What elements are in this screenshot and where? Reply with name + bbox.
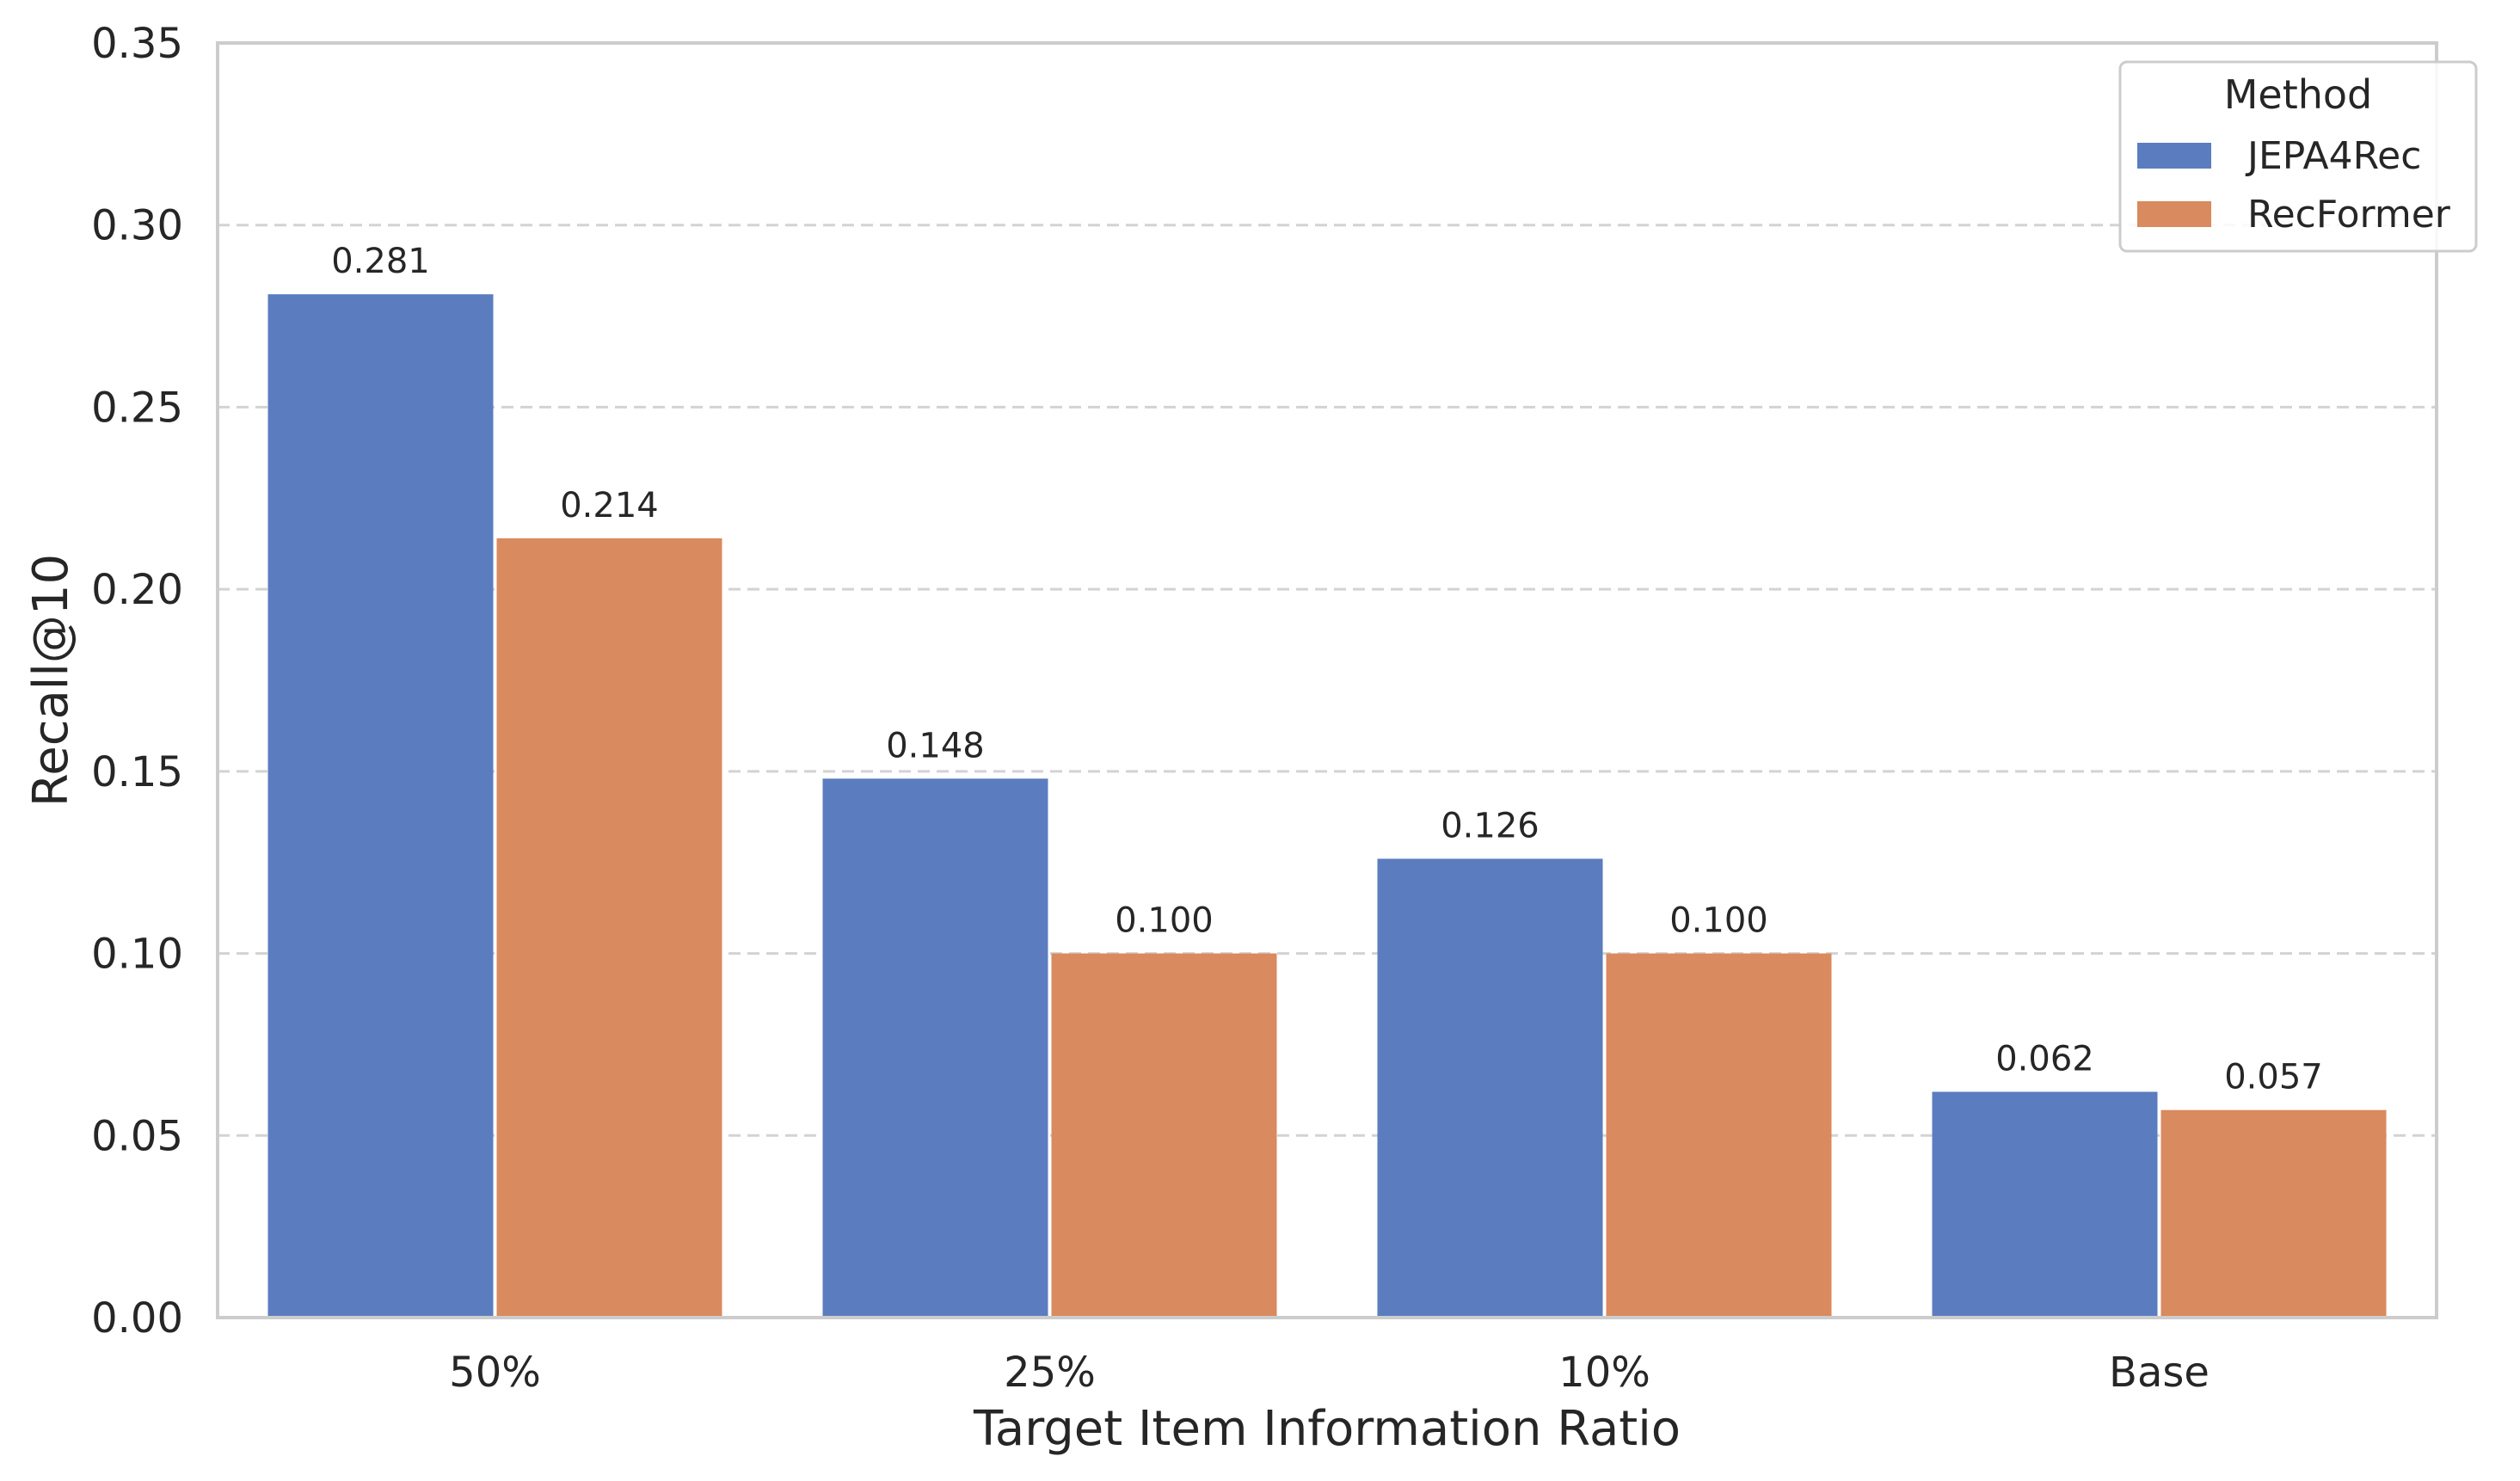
bar-jepa4rec-1 — [822, 778, 1048, 1318]
bar-recformer-1 — [1051, 953, 1277, 1318]
x-tick-label: 50% — [449, 1349, 541, 1397]
bar-value-label: 0.148 — [886, 726, 985, 765]
y-tick-label: 0.20 — [91, 566, 183, 614]
x-tick-label: 25% — [1004, 1349, 1096, 1397]
plot-frame — [216, 41, 2438, 1319]
bar-jepa4rec-0 — [267, 294, 494, 1318]
bar-value-label: 0.281 — [331, 242, 430, 281]
legend-label: RecFormer — [2247, 193, 2451, 237]
y-tick-label: 0.30 — [91, 202, 183, 250]
x-tick-labels: 50% 25% 10% Base — [449, 1349, 2210, 1397]
y-tick-label: 0.35 — [91, 20, 183, 68]
legend-swatch — [2137, 143, 2211, 169]
y-tick-label: 0.25 — [91, 384, 183, 432]
legend: Method JEPA4Rec RecFormer — [2118, 60, 2478, 253]
value-labels-group: 0.281 0.214 0.148 0.100 0.126 0.100 0.062 0.057 — [331, 242, 2323, 1097]
y-tick-label: 0.10 — [91, 931, 183, 979]
y-axis-title: Recall@10 — [23, 554, 79, 807]
x-tick-label: 10% — [1558, 1349, 1650, 1397]
bar-jepa4rec-2 — [1377, 858, 1603, 1318]
y-tick-label: 0.15 — [91, 748, 183, 796]
legend-items: JEPA4Rec RecFormer — [2137, 134, 2451, 237]
bar-recformer-0 — [496, 538, 722, 1318]
bar-recformer-3 — [2160, 1109, 2387, 1318]
y-tick-labels: 0.00 0.05 0.10 0.15 0.20 0.25 0.30 0.35 — [91, 20, 183, 1343]
bars-group — [267, 294, 2387, 1318]
bar-value-label: 0.062 — [1995, 1039, 2094, 1078]
bar-jepa4rec-3 — [1932, 1091, 2158, 1318]
bar-value-label: 0.057 — [2224, 1058, 2323, 1097]
y-tick-label: 0.00 — [91, 1294, 183, 1343]
bar-value-label: 0.100 — [1669, 901, 1768, 941]
bar-value-label: 0.126 — [1441, 806, 1540, 845]
bar-recformer-2 — [1606, 953, 1832, 1318]
legend-label: JEPA4Rec — [2245, 134, 2421, 178]
legend-swatch — [2137, 201, 2211, 227]
bar-value-label: 0.214 — [560, 486, 659, 525]
y-tick-label: 0.05 — [91, 1112, 183, 1160]
x-axis-title: Target Item Information Ratio — [973, 1401, 1681, 1457]
x-tick-label: Base — [2109, 1349, 2210, 1397]
legend-title: Method — [2224, 71, 2373, 118]
bar-value-label: 0.100 — [1115, 901, 1214, 941]
